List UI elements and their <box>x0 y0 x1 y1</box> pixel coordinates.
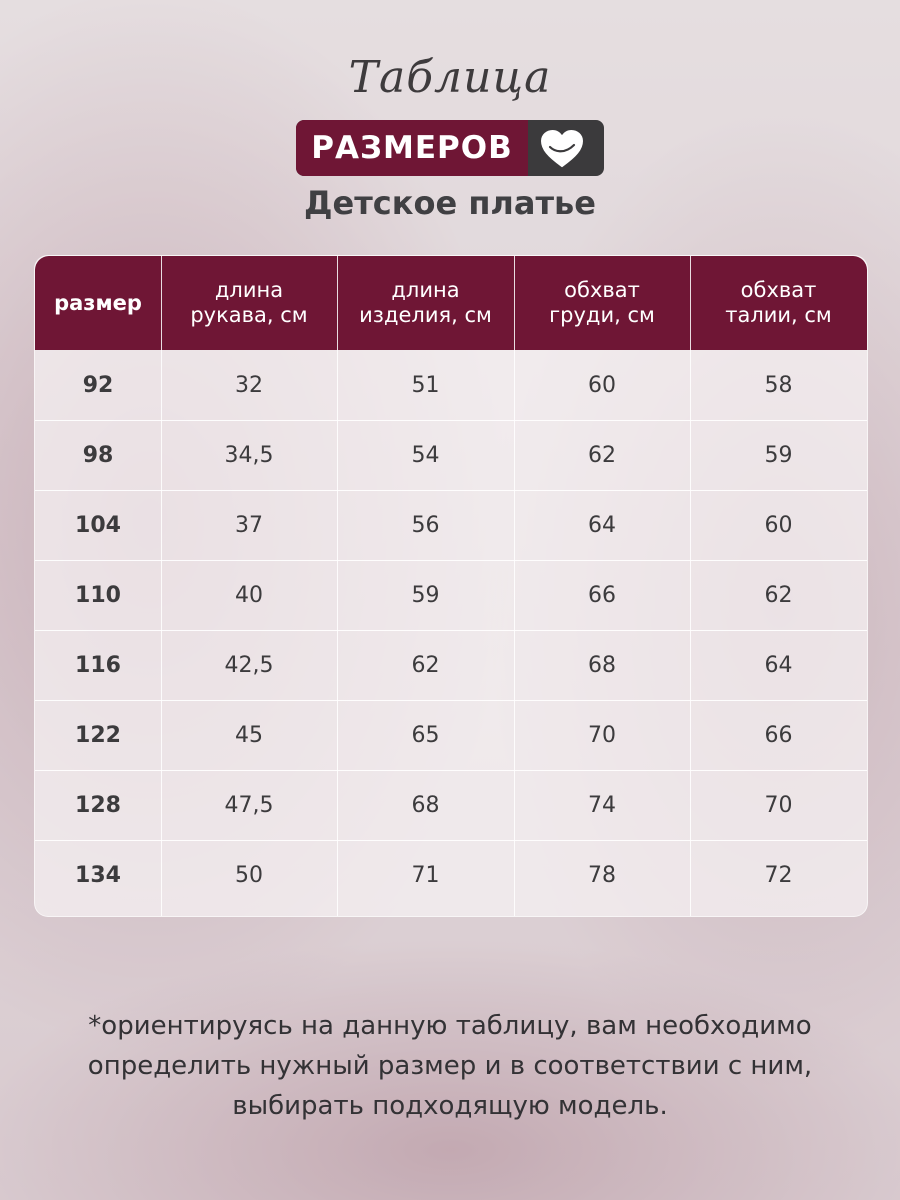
size-cell: 110 <box>75 582 121 608</box>
measurement-cell: 40 <box>235 582 263 608</box>
column-divider <box>337 256 338 916</box>
column-header-line: обхват <box>564 278 640 302</box>
column-header-line: изделия, см <box>359 303 492 327</box>
measurement-cell: 65 <box>411 722 440 748</box>
measurement-cell: 70 <box>764 792 793 818</box>
measurement-cell: 71 <box>411 862 440 888</box>
column-header-line: длина <box>214 278 284 302</box>
size-cell: 116 <box>75 652 121 678</box>
row-divider <box>35 560 867 561</box>
size-cell: 122 <box>75 722 121 748</box>
column-header-line: длина <box>391 278 460 302</box>
footnote-line-3: выбирать подходящую модель. <box>232 1091 668 1121</box>
size-cell: 92 <box>82 372 114 398</box>
measurement-cell: 66 <box>764 722 793 748</box>
measurement-cell: 60 <box>588 372 616 398</box>
measurement-cell: 68 <box>588 652 616 678</box>
table-header: размер длина рукава, см длина изделия, см обх… <box>35 256 867 350</box>
size-table: размер длина рукава, см длина изделия, см обх… <box>34 255 868 917</box>
table-row: 134 50 71 78 72 <box>35 840 867 910</box>
measurement-cell: 68 <box>411 792 440 818</box>
table-row: 128 47,5 68 74 70 <box>35 770 867 840</box>
header: Таблица РАЗМЕРОВ Детское платье <box>0 0 900 240</box>
column-header-line: рукава, см <box>190 303 308 327</box>
column-header-0: размер <box>35 256 161 350</box>
column-header-line: обхват <box>740 278 817 302</box>
measurement-cell: 59 <box>411 582 440 608</box>
measurement-cell: 64 <box>764 652 793 678</box>
table-row: 110 40 59 66 62 <box>35 560 867 630</box>
row-divider <box>35 630 867 631</box>
measurement-cell: 60 <box>764 512 793 538</box>
table-row: 116 42,5 62 68 64 <box>35 630 867 700</box>
measurement-cell: 66 <box>588 582 616 608</box>
column-divider <box>690 256 691 916</box>
footnote: *ориентируясь на данную таблицу, вам нео… <box>30 1006 870 1126</box>
column-header-line: груди, см <box>549 303 655 327</box>
size-cell: 104 <box>75 512 121 538</box>
measurement-cell: 62 <box>411 652 440 678</box>
row-divider <box>35 420 867 421</box>
measurement-cell: 42,5 <box>224 652 274 678</box>
measurement-cell: 72 <box>764 862 793 888</box>
column-header-2: длина изделия, см <box>337 256 514 350</box>
size-cell: 98 <box>82 442 114 468</box>
measurement-cell: 62 <box>764 582 793 608</box>
table-row: 92 32 51 60 58 <box>35 350 867 420</box>
column-divider <box>161 256 162 916</box>
measurement-cell: 37 <box>235 512 263 538</box>
size-cell: 134 <box>75 862 121 888</box>
script-title: Таблица <box>348 52 552 103</box>
measurement-cell: 78 <box>588 862 616 888</box>
measurement-cell: 74 <box>588 792 616 818</box>
row-divider <box>35 490 867 491</box>
subtitle: Детское платье <box>304 184 596 222</box>
measurement-cell: 32 <box>235 372 263 398</box>
measurement-cell: 59 <box>764 442 793 468</box>
measurement-cell: 45 <box>235 722 263 748</box>
column-header-1: длина рукава, см <box>161 256 337 350</box>
row-divider <box>35 770 867 771</box>
column-header-line: размер <box>54 290 142 315</box>
title-badge: РАЗМЕРОВ <box>296 120 604 176</box>
size-cell: 128 <box>75 792 121 818</box>
column-header-line: талии, см <box>725 303 832 327</box>
footnote-line-1: *ориентируясь на данную таблицу, вам нео… <box>88 1011 812 1041</box>
row-divider <box>35 700 867 701</box>
measurement-cell: 62 <box>588 442 616 468</box>
measurement-cell: 56 <box>411 512 440 538</box>
measurement-cell: 50 <box>235 862 263 888</box>
row-divider <box>35 840 867 841</box>
table-row: 98 34,5 54 62 59 <box>35 420 867 490</box>
measurement-cell: 70 <box>588 722 616 748</box>
title-badge-label: РАЗМЕРОВ <box>296 120 528 176</box>
heart-icon <box>540 129 584 168</box>
column-header-3: обхват груди, см <box>514 256 690 350</box>
measurement-cell: 64 <box>588 512 616 538</box>
table-row: 122 45 65 70 66 <box>35 700 867 770</box>
measurement-cell: 54 <box>411 442 440 468</box>
column-divider <box>514 256 515 916</box>
table-row: 104 37 56 64 60 <box>35 490 867 560</box>
measurement-cell: 34,5 <box>224 442 274 468</box>
measurement-cell: 47,5 <box>224 792 274 818</box>
measurement-cell: 51 <box>411 372 440 398</box>
column-header-4: обхват талии, см <box>690 256 867 350</box>
measurement-cell: 58 <box>764 372 793 398</box>
footnote-line-2: определить нужный размер и в соответстви… <box>87 1051 813 1081</box>
